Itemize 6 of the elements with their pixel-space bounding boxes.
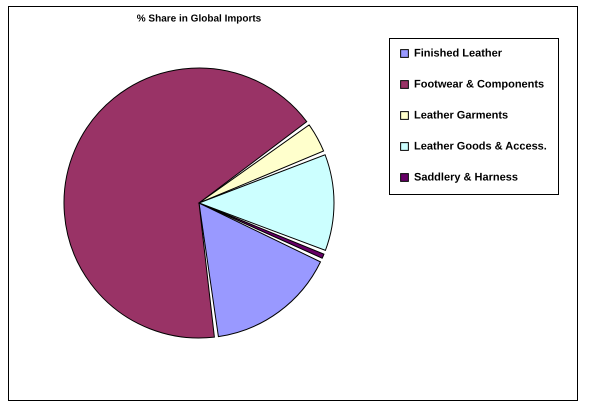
legend-label: Footwear & Components	[414, 78, 544, 90]
legend-label: Leather Garments	[414, 110, 508, 122]
chart-title: % Share in Global Imports	[136, 14, 262, 24]
legend-label: Leather Goods & Access.	[414, 140, 547, 152]
legend-label: Finished Leather	[414, 48, 503, 60]
legend-label: Saddlery & Harness	[414, 172, 518, 184]
